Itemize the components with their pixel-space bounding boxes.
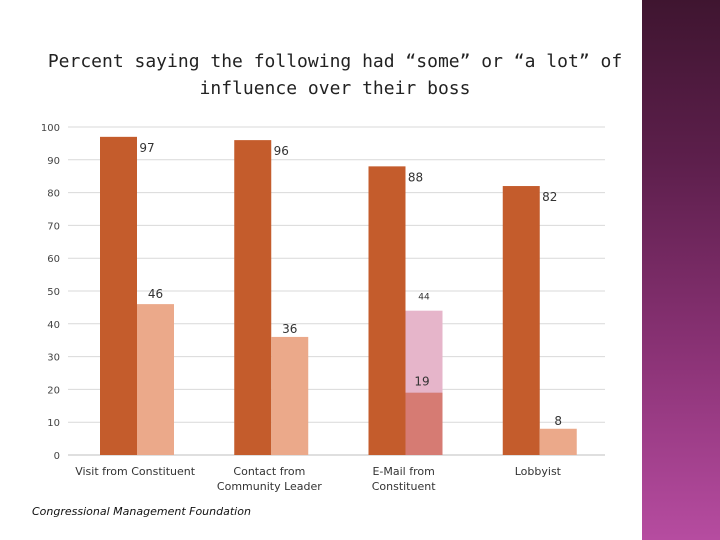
x-category-label: Community Leader — [217, 480, 322, 493]
x-category-label: E-Mail from — [372, 465, 434, 478]
y-tick-label: 60 — [47, 254, 60, 265]
decorative-side-panel — [642, 0, 720, 540]
bar-secondary — [137, 304, 174, 455]
data-label-primary: 96 — [274, 144, 289, 158]
data-label-primary: 82 — [542, 190, 557, 204]
data-label-secondary: 36 — [282, 322, 297, 336]
y-tick-label: 0 — [54, 451, 60, 462]
y-tick-label: 80 — [47, 189, 60, 200]
bar-secondary — [271, 336, 309, 455]
data-label-secondary: 8 — [554, 414, 562, 428]
data-label-secondary: 44 — [418, 293, 430, 303]
y-tick-label: 10 — [47, 418, 60, 429]
bar-primary — [502, 186, 540, 456]
bar-primary — [368, 166, 406, 456]
data-label-secondary: 46 — [148, 287, 163, 301]
bar-primary — [234, 140, 272, 455]
y-tick-label: 100 — [41, 123, 60, 134]
x-category-label: Constituent — [372, 480, 437, 493]
x-category-label: Contact from — [233, 465, 305, 478]
y-tick-label: 90 — [47, 156, 60, 167]
x-category-label: Visit from Constituent — [75, 465, 196, 478]
y-tick-label: 70 — [47, 221, 60, 232]
y-tick-label: 30 — [47, 353, 60, 364]
bar-secondary — [539, 428, 577, 455]
x-category-label: Lobbyist — [515, 465, 562, 478]
data-label-overlay: 19 — [414, 375, 429, 389]
y-tick-label: 40 — [47, 320, 60, 331]
data-label-primary: 88 — [408, 170, 423, 184]
bar-chart: 0 10 20 30 40 50 60 70 80 90 100 97 46 Visit from Con… — [41, 123, 605, 493]
bar-primary — [100, 136, 137, 455]
source-credit: Congressional Management Foundation — [32, 505, 251, 518]
chart-title: Percent saying the following had “some” … — [47, 51, 623, 99]
bar-overlay — [405, 392, 443, 455]
data-label-primary: 97 — [139, 141, 154, 155]
y-tick-label: 50 — [47, 287, 60, 298]
y-tick-label: 20 — [47, 385, 60, 396]
